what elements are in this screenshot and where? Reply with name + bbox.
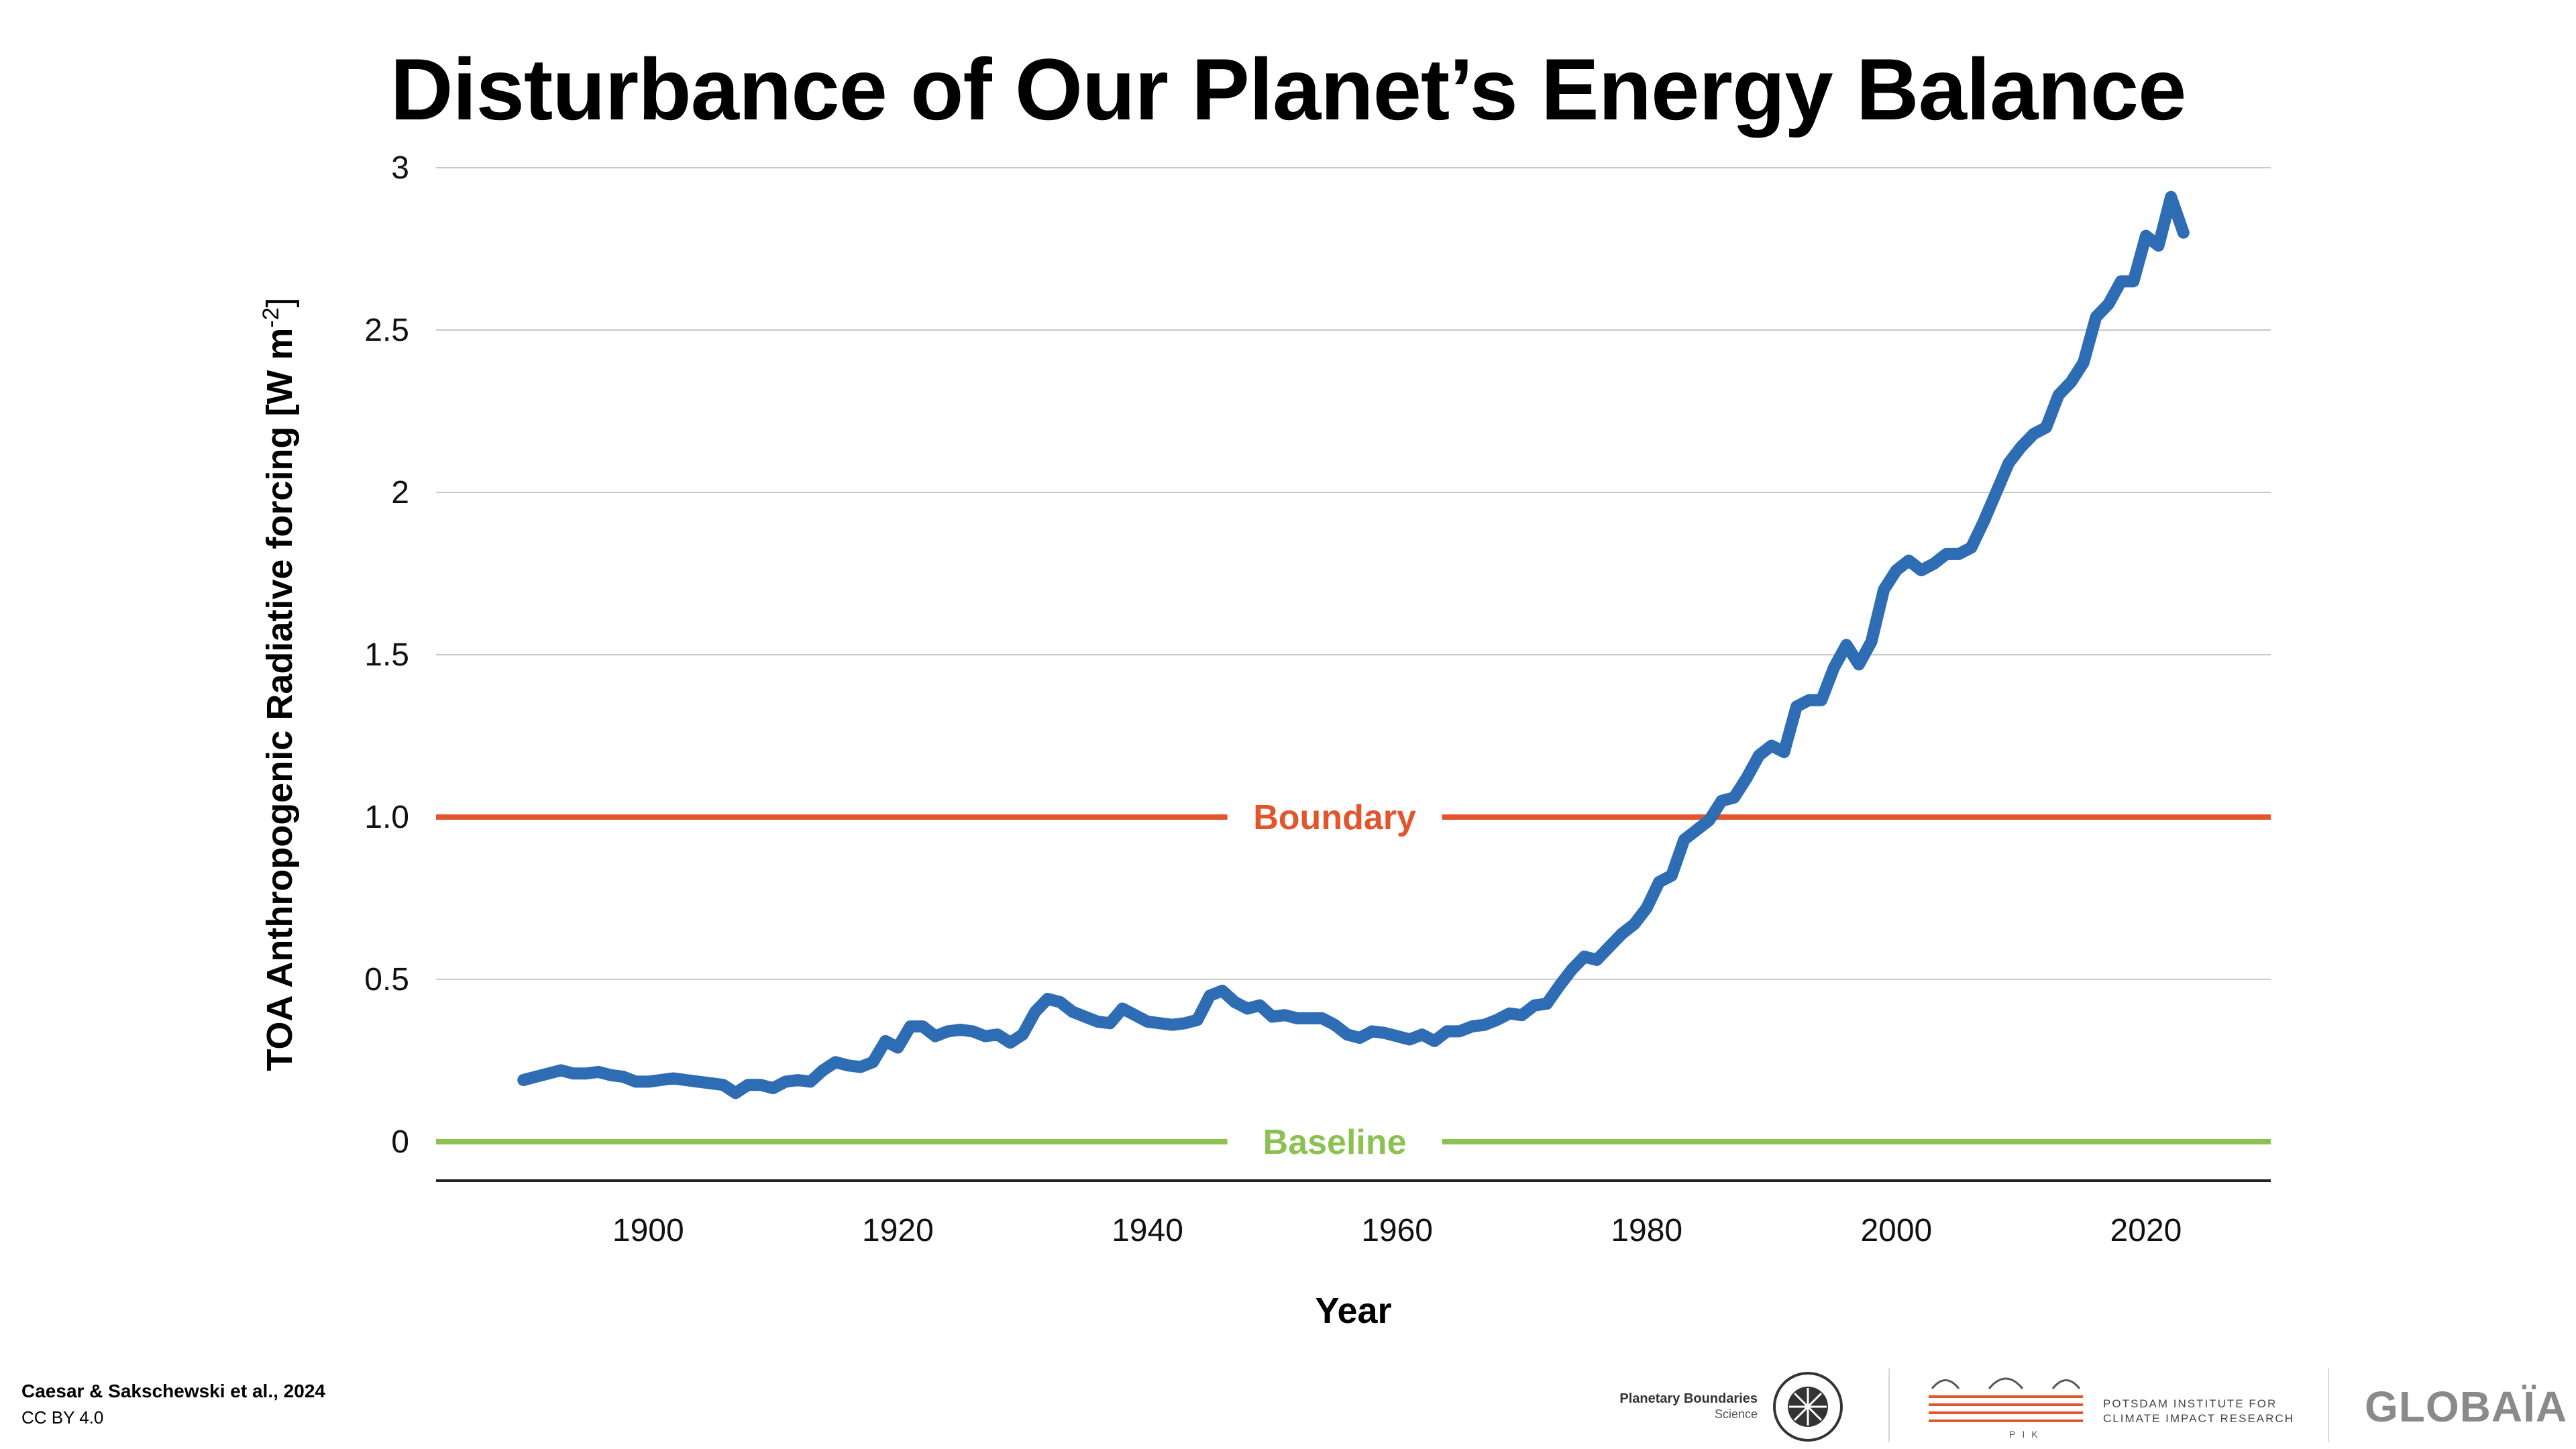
x-tick-label: 1960 [1361,1213,1433,1248]
x-tick-label: 1980 [1611,1213,1682,1248]
x-tick-label: 1900 [612,1213,684,1248]
grid-lines [436,167,2271,980]
x-tick-labels: 1900 1920 1940 1960 1980 2000 2020 [612,1213,2182,1248]
y-tick-label: 0 [391,1124,409,1160]
x-tick-label: 2000 [1860,1213,1932,1248]
y-tick-label: 0.5 [364,962,409,998]
series-line [517,191,2190,1099]
y-tick-label: 2.5 [364,313,409,348]
y-tick-labels: 0 0.5 1.0 1.5 2 2.5 3 [364,150,409,1160]
y-axis-label-superscript: -2 [258,307,284,327]
citation: Caesar & Sakschewski et al., 2024 [21,1381,325,1401]
x-tick-label: 1920 [862,1213,934,1248]
reference-line-label: Boundary [1253,798,1416,837]
page-title: Disturbance of Our Planet’s Energy Balan… [390,40,2187,138]
y-axis-label-close: ] [260,297,300,307]
y-axis-label: TOA Anthropogenic Radiative forcing [W m… [258,297,300,1071]
y-tick-label: 1.5 [364,637,409,673]
x-tick-label: 1940 [1112,1213,1183,1248]
reference-line-label: Baseline [1263,1123,1407,1162]
license: CC BY 4.0 [21,1407,104,1428]
x-axis-label: Year [1315,1291,1391,1331]
series-layer [517,191,2190,1099]
y-tick-label: 1.0 [364,800,409,835]
y-axis-label-main: TOA Anthropogenic Radiative forcing [W m [260,328,300,1071]
y-tick-label: 3 [391,150,409,186]
x-tick-label: 2020 [2110,1213,2182,1248]
y-tick-label: 2 [391,475,409,511]
reference-lines: Boundary Baseline [436,798,2271,1162]
